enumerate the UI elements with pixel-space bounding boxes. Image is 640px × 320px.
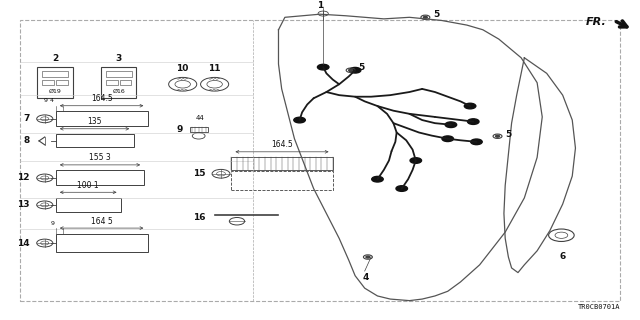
Bar [101,67,136,98]
Text: 14: 14 [17,238,29,248]
Text: 3: 3 [116,54,122,63]
Circle shape [396,186,408,191]
Circle shape [410,158,422,163]
Text: 44: 44 [196,115,204,121]
Text: 11: 11 [209,64,221,73]
Bar [56,171,145,185]
Text: 10: 10 [177,64,189,73]
Text: FR.: FR. [586,17,606,27]
Text: 5: 5 [358,63,365,72]
Circle shape [495,135,499,137]
Circle shape [372,176,383,182]
Text: 164.5: 164.5 [271,140,293,149]
Text: TR0CB0701A: TR0CB0701A [578,304,620,310]
Text: 155 3: 155 3 [89,153,111,162]
Bar [106,71,132,77]
Bar [189,127,207,132]
Text: 135: 135 [87,117,102,126]
Circle shape [424,16,428,18]
Text: 12: 12 [17,173,29,182]
Bar [37,67,72,98]
Text: Ø16: Ø16 [113,89,125,94]
Bar [56,111,148,126]
Bar [231,172,333,190]
Text: 15: 15 [193,169,205,178]
Circle shape [294,117,305,123]
Text: Ø19: Ø19 [49,89,61,94]
Circle shape [317,64,329,70]
Text: 4: 4 [363,273,369,282]
Text: 6: 6 [559,252,566,261]
Text: 164 5: 164 5 [91,217,113,226]
Text: 9: 9 [51,220,54,226]
Text: 13: 13 [17,200,29,209]
Circle shape [465,103,476,109]
Bar [120,80,131,85]
Text: 100 1: 100 1 [77,181,99,190]
Text: 8: 8 [23,136,29,145]
Text: 2: 2 [52,54,58,63]
Circle shape [470,139,482,145]
Circle shape [349,68,361,73]
Bar [42,80,54,85]
Bar [56,198,121,212]
Text: 9: 9 [177,125,182,134]
Circle shape [349,69,353,71]
Text: 9 4: 9 4 [44,98,54,103]
Bar [231,157,333,171]
Circle shape [442,136,454,141]
Text: 164.5: 164.5 [91,94,113,103]
Text: 16: 16 [193,213,205,222]
Circle shape [445,122,457,128]
Bar [56,134,134,148]
Text: 5: 5 [434,10,440,19]
Bar [56,234,148,252]
Text: 5: 5 [505,130,511,139]
Text: 7: 7 [23,114,29,123]
Bar [42,71,68,77]
Bar [56,80,68,85]
Text: 1: 1 [317,1,323,10]
Circle shape [467,119,479,124]
Bar [106,80,118,85]
Circle shape [366,256,370,258]
